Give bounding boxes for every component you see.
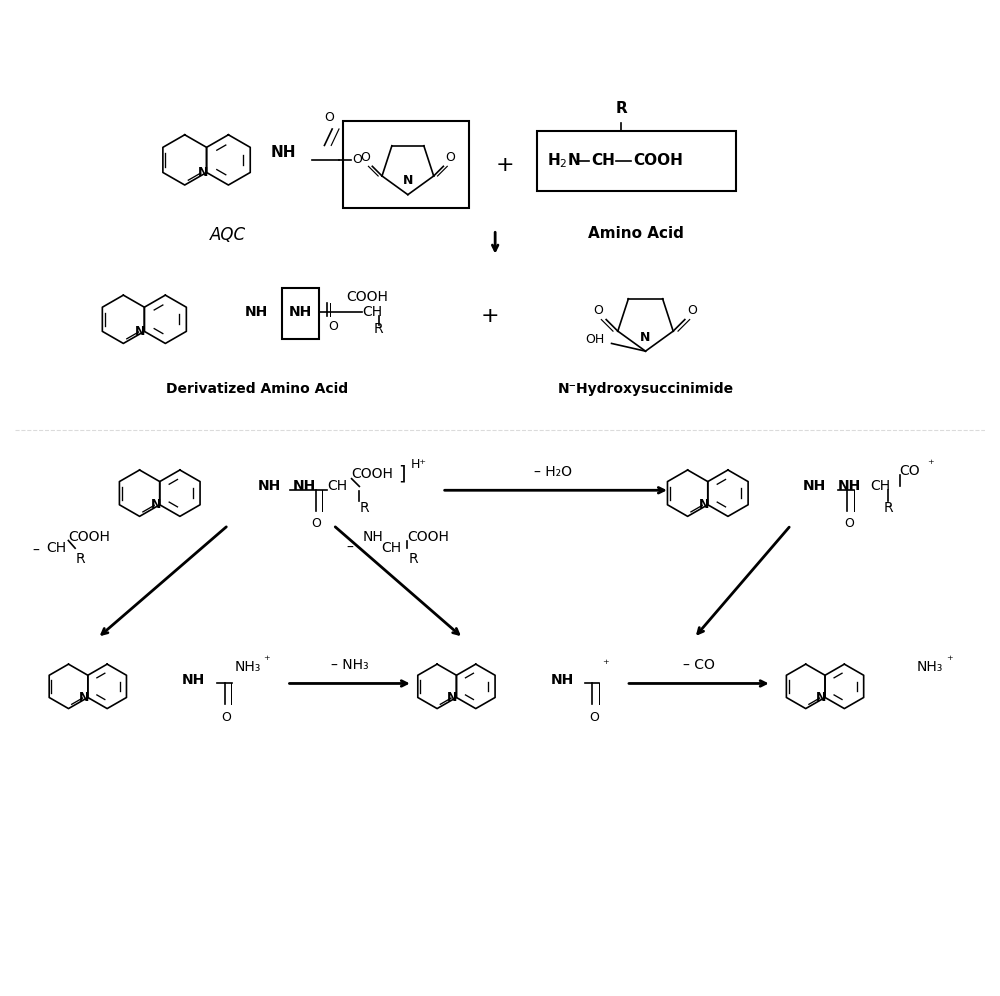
Bar: [343, 122, 469, 208]
Text: NH: NH: [362, 530, 383, 544]
Text: O: O: [222, 710, 231, 723]
Text: R: R: [883, 501, 893, 515]
Text: – NH₃: – NH₃: [331, 658, 368, 672]
Text: CH: CH: [871, 479, 891, 493]
Text: N: N: [403, 174, 413, 187]
Text: N: N: [151, 498, 161, 511]
Text: CH: CH: [382, 541, 402, 555]
Text: O: O: [353, 153, 362, 166]
Text: AQC: AQC: [210, 225, 246, 244]
Text: N: N: [447, 691, 458, 704]
Text: OH: OH: [586, 333, 605, 346]
Text: Amino Acid: Amino Acid: [588, 225, 684, 241]
Text: R: R: [615, 102, 627, 117]
Text: O: O: [589, 710, 599, 723]
Text: ⁺: ⁺: [602, 657, 608, 670]
Text: NH: NH: [292, 479, 316, 493]
Text: N⁻Hydroxysuccinimide: N⁻Hydroxysuccinimide: [557, 382, 734, 396]
Text: NH: NH: [258, 479, 281, 493]
Text: NH: NH: [803, 479, 826, 493]
Text: R: R: [75, 552, 85, 566]
Text: – CO: – CO: [683, 658, 715, 672]
Text: COOH: COOH: [68, 530, 110, 544]
Text: N: N: [699, 498, 709, 511]
Text: NH: NH: [182, 672, 205, 686]
Text: O: O: [311, 517, 321, 530]
Text: N: N: [135, 325, 146, 338]
Text: CH: CH: [327, 479, 347, 493]
Text: NH₃: NH₃: [234, 660, 261, 674]
Bar: [537, 130, 736, 191]
Text: COOH: COOH: [407, 530, 449, 544]
Text: ⁺: ⁺: [946, 653, 953, 666]
Text: –: –: [32, 544, 39, 558]
Text: O: O: [445, 151, 455, 164]
Text: – H₂O: – H₂O: [534, 465, 572, 479]
Text: N: N: [79, 691, 89, 704]
Text: CO: CO: [900, 464, 920, 478]
Text: O: O: [844, 517, 854, 530]
Text: NH: NH: [838, 479, 861, 493]
Text: N: N: [197, 166, 208, 179]
Text: NH: NH: [289, 305, 312, 319]
Text: +: +: [481, 307, 500, 327]
Text: CH: CH: [362, 305, 382, 319]
Text: CH: CH: [591, 153, 615, 168]
Text: +: +: [496, 154, 514, 174]
Text: R: R: [409, 552, 418, 566]
Text: NH: NH: [245, 305, 268, 319]
Text: COOH: COOH: [633, 153, 683, 168]
Text: R: R: [359, 501, 369, 515]
Text: –: –: [347, 541, 354, 555]
Text: O: O: [361, 151, 370, 164]
Text: Derivatized Amino Acid: Derivatized Amino Acid: [166, 382, 349, 396]
Text: ⁺: ⁺: [263, 653, 270, 666]
Text: O: O: [324, 112, 334, 124]
Text: ]: ]: [398, 464, 406, 483]
Text: NH: NH: [271, 144, 297, 159]
Text: CH: CH: [46, 541, 66, 555]
Text: NH₃: NH₃: [917, 660, 943, 674]
Text: H$_2$N: H$_2$N: [547, 151, 580, 170]
Text: N: N: [816, 691, 826, 704]
Text: R: R: [374, 322, 384, 336]
Text: COOH: COOH: [352, 467, 393, 481]
Text: ⁺: ⁺: [927, 458, 933, 471]
Text: O: O: [593, 304, 603, 317]
Text: COOH: COOH: [347, 290, 389, 304]
Text: N: N: [640, 332, 651, 345]
Text: O: O: [688, 304, 698, 317]
Text: O: O: [328, 320, 338, 333]
Text: NH: NH: [550, 672, 574, 686]
Text: H⁺: H⁺: [411, 458, 427, 471]
Bar: [282, 289, 319, 339]
